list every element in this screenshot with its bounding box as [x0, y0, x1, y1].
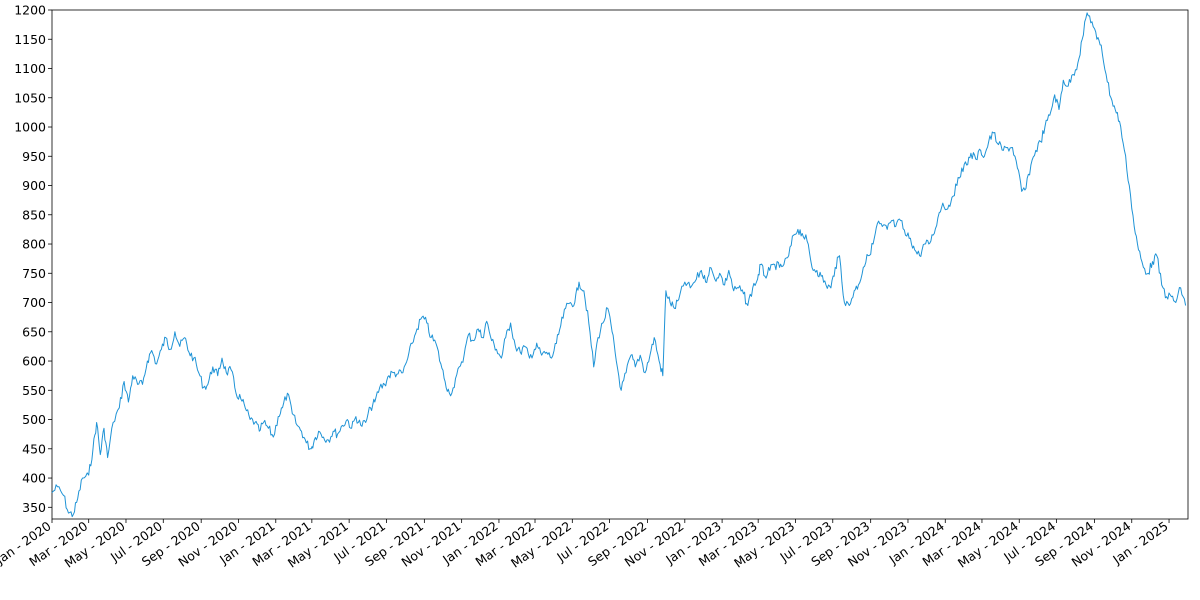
y-tick-label: 700	[22, 295, 46, 310]
y-tick-label: 1050	[14, 90, 46, 105]
y-tick-label: 1100	[14, 61, 46, 76]
y-tick-label: 1150	[14, 32, 46, 47]
y-axis: 350 400 450 500 550 600 650 700 750 800 850 900 950 1…	[14, 3, 52, 515]
y-tick-label: 850	[22, 207, 46, 222]
y-tick-label: 450	[22, 441, 46, 456]
series-line-0	[51, 12, 1187, 518]
y-tick-label: 750	[22, 266, 46, 281]
y-tick-label: 400	[22, 471, 46, 486]
y-tick-label: 600	[22, 354, 46, 369]
y-tick-label: 500	[22, 412, 46, 427]
plot-area	[51, 9, 1189, 520]
y-tick-label: 650	[22, 324, 46, 339]
y-tick-label: 950	[22, 149, 46, 164]
plot-frame	[51, 9, 1189, 520]
y-tick-label: 1000	[14, 120, 46, 135]
y-tick-label: 550	[22, 383, 46, 398]
y-tick-label: 800	[22, 237, 46, 252]
y-tick-label: 350	[22, 500, 46, 515]
y-tick-label: 900	[22, 178, 46, 193]
y-tick-label: 1200	[14, 3, 46, 18]
